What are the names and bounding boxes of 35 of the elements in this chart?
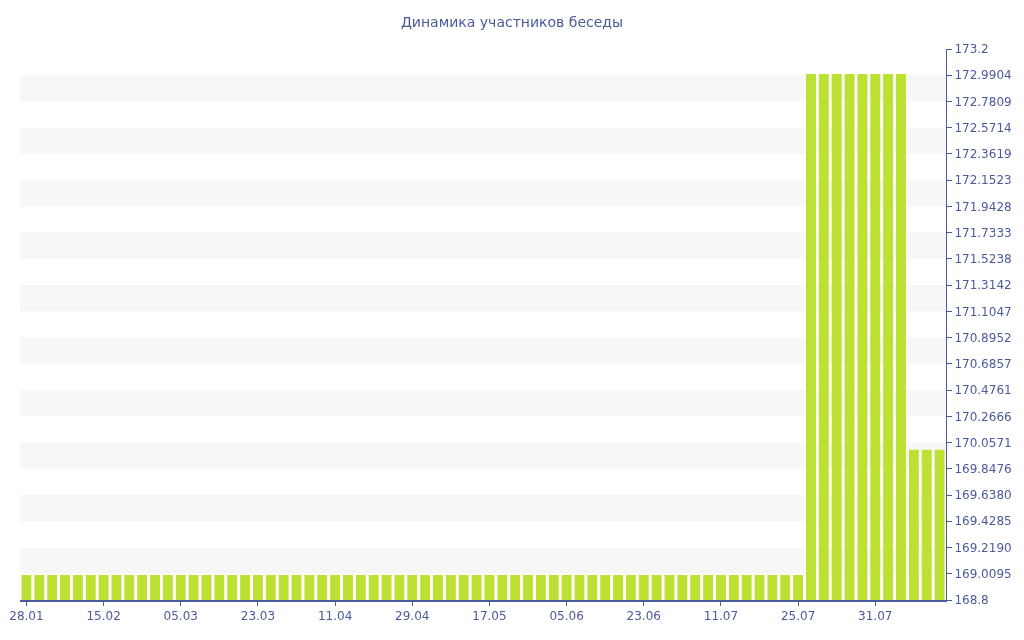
y-tick-label: 173.2: [954, 42, 989, 57]
y-tick-label: 169.8476: [954, 462, 1012, 477]
y-tick-label: 171.5238: [954, 252, 1012, 267]
x-tick-label: 23.06: [626, 608, 661, 623]
x-tick-label: 17.05: [472, 608, 507, 623]
x-tick-label: 31.07: [858, 608, 893, 623]
y-tick-label: 170.0571: [954, 435, 1012, 450]
chart-title: Динамика участников беседы: [400, 14, 624, 31]
y-tick-label: 170.2666: [954, 409, 1012, 424]
y-tick-label: 172.7809: [954, 94, 1012, 109]
y-tick-label: 172.9904: [954, 68, 1012, 83]
y-tick-label: 172.3619: [954, 147, 1012, 162]
y-tick-label: 171.7333: [954, 225, 1012, 240]
y-tick-label: 169.6380: [954, 488, 1012, 503]
y-tick-label: 172.1523: [954, 173, 1012, 188]
y-tick-label: 172.5714: [954, 120, 1012, 135]
x-tick-label: 15.02: [86, 608, 121, 623]
y-tick-label: 169.0095: [954, 566, 1012, 581]
y-tick-label: 171.9428: [954, 199, 1012, 214]
y-tick-label: 171.3142: [954, 278, 1012, 293]
y-tick-label: 170.8952: [954, 330, 1012, 345]
y-tick-label: 169.4285: [954, 514, 1012, 529]
y-tick-label: 168.8: [954, 593, 989, 608]
y-tick-label: 169.2190: [954, 540, 1012, 555]
x-tick-label: 28.01: [9, 608, 44, 623]
x-tick-label: 11.07: [703, 608, 739, 623]
x-tick-label: 29.04: [395, 608, 430, 623]
y-tick-label: 170.4761: [954, 383, 1012, 398]
x-tick-label: 11.04: [317, 608, 353, 623]
x-tick-label: 25.07: [780, 608, 816, 623]
x-tick-label: 05.06: [549, 608, 584, 623]
y-tick-label: 170.6857: [954, 357, 1012, 372]
x-tick-label: 23.03: [240, 608, 276, 623]
x-tick-label: 05.03: [163, 608, 198, 623]
y-tick-label: 171.1047: [954, 304, 1012, 319]
